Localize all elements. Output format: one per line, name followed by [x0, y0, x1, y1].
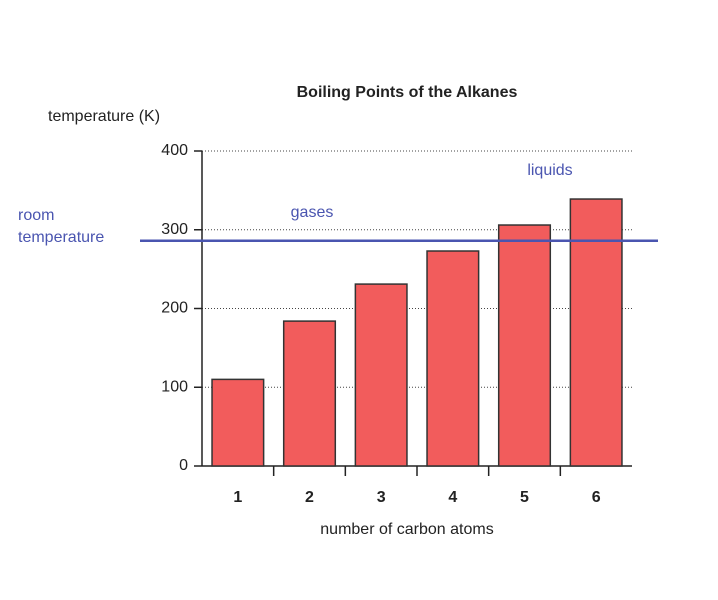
y-tick-label: 400: [161, 142, 188, 159]
x-tick-label: 2: [305, 489, 314, 506]
y-tick-label: 200: [161, 300, 188, 317]
bar: [354, 283, 408, 467]
bar: [497, 224, 552, 467]
bar: [211, 378, 265, 467]
annotation: liquids: [527, 162, 572, 179]
bar: [426, 250, 480, 467]
bar: [282, 320, 337, 467]
x-tick-label: 5: [520, 489, 529, 506]
annotation: gases: [291, 204, 334, 221]
reference-label: room: [18, 207, 54, 224]
y-tick-label: 100: [161, 378, 188, 395]
x-tick-label: 1: [233, 489, 242, 506]
x-tick-label: 4: [448, 489, 457, 506]
y-axis-label: temperature (K): [48, 108, 160, 125]
x-tick-label: 3: [377, 489, 386, 506]
reference-label: temperature: [18, 229, 104, 246]
y-tick-label: 0: [179, 457, 188, 474]
bar: [569, 198, 623, 467]
chart-title: Boiling Points of the Alkanes: [297, 84, 518, 101]
x-axis-label: number of carbon atoms: [320, 521, 493, 538]
y-tick-label: 300: [161, 221, 188, 238]
x-tick-label: 6: [592, 489, 601, 506]
